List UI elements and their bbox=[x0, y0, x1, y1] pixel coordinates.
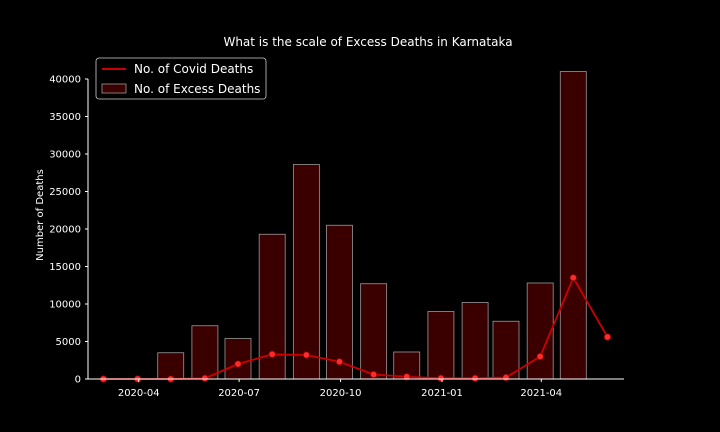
y-tick-label: 10000 bbox=[49, 300, 81, 311]
covid-deaths-point bbox=[335, 358, 344, 366]
excess-deaths-bar bbox=[360, 283, 388, 380]
excess-deaths-bar bbox=[157, 352, 185, 380]
covid-deaths-point bbox=[502, 373, 510, 382]
covid-deaths-point bbox=[234, 360, 242, 368]
x-tick-label: 2020-10 bbox=[320, 388, 362, 399]
covid-deaths-point bbox=[201, 374, 209, 382]
covid-deaths-point bbox=[471, 374, 479, 382]
y-tick-label: 25000 bbox=[49, 187, 81, 198]
legend-box bbox=[95, 57, 267, 100]
y-tick-label: 40000 bbox=[49, 75, 81, 86]
excess-deaths-bar bbox=[461, 302, 489, 380]
legend-label-covid-deaths: No. of Covid Deaths bbox=[134, 62, 253, 76]
covid-deaths-point bbox=[536, 352, 544, 361]
x-tick-label: 2020-04 bbox=[118, 388, 160, 399]
covid-deaths-point bbox=[437, 374, 445, 382]
excess-deaths-bar bbox=[224, 338, 252, 380]
excess-deaths-bar bbox=[559, 71, 587, 380]
excess-deaths-bar bbox=[292, 164, 320, 380]
y-tick-label: 35000 bbox=[49, 112, 81, 123]
y-axis-ticks: 0 5000 10000 15000 20000 25000 30000 35000 40000 bbox=[49, 75, 88, 386]
y-tick-label: 5000 bbox=[56, 337, 81, 348]
covid-deaths-point bbox=[268, 350, 276, 358]
legend-label-excess-deaths: No. of Excess Deaths bbox=[134, 82, 260, 96]
x-tick-label: 2020-07 bbox=[218, 388, 260, 399]
y-tick-label: 30000 bbox=[49, 150, 81, 161]
covid-deaths-point bbox=[603, 333, 612, 341]
covid-deaths-point bbox=[369, 370, 378, 379]
chart-title: What is the scale of Excess Deaths in Ka… bbox=[223, 35, 512, 49]
legend: No. of Covid Deaths No. of Excess Deaths bbox=[95, 57, 267, 100]
covid-deaths-point bbox=[403, 373, 411, 381]
excess-deaths-bar bbox=[427, 311, 455, 380]
covid-deaths-point bbox=[569, 274, 577, 282]
y-axis-title: Number of Deaths bbox=[35, 169, 46, 261]
excess-deaths-bar bbox=[191, 325, 219, 380]
excess-deaths-bar bbox=[492, 320, 520, 380]
x-tick-label: 2021-01 bbox=[421, 388, 463, 399]
y-tick-label: 20000 bbox=[49, 225, 81, 236]
covid-deaths-point bbox=[302, 351, 311, 359]
excess-deaths-bars bbox=[157, 71, 587, 380]
x-axis-ticks: 2020-04 2020-07 2020-10 2021-01 2021-04 bbox=[118, 379, 562, 399]
excess-deaths-bar bbox=[326, 224, 353, 380]
legend-bar-swatch bbox=[101, 83, 127, 94]
y-tick-label: 0 bbox=[75, 375, 81, 386]
excess-deaths-bar bbox=[526, 282, 554, 380]
y-tick-label: 15000 bbox=[49, 262, 81, 273]
x-tick-label: 2021-04 bbox=[520, 388, 562, 399]
